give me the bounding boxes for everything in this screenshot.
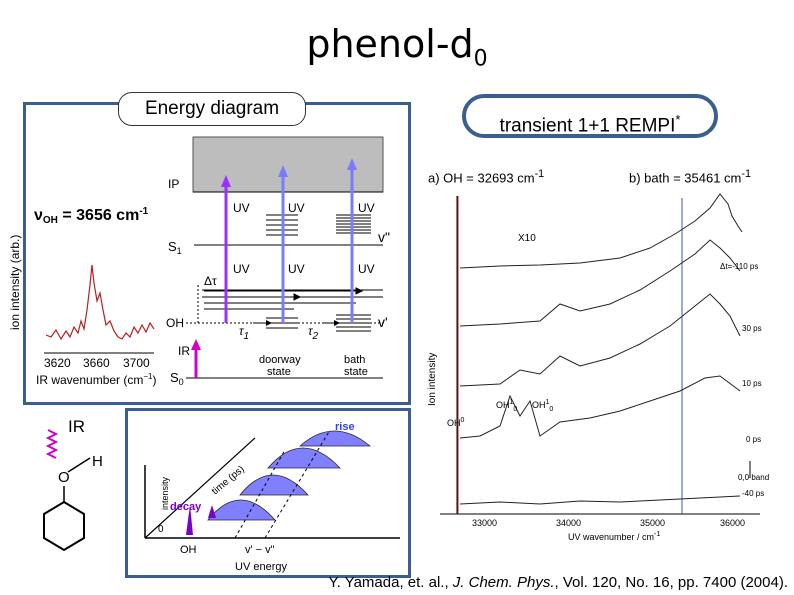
doorway-label-1: doorway bbox=[259, 354, 301, 366]
ir-tick-1: 3620 bbox=[44, 356, 71, 370]
label-b: b) bath = 35461 cm-1 bbox=[629, 168, 752, 186]
rise-label: rise bbox=[335, 421, 355, 433]
label-a: a) OH = 32693 cm-1 bbox=[428, 168, 545, 186]
delay-0: 0 ps bbox=[746, 435, 761, 444]
uv-label-5: UV bbox=[288, 262, 305, 276]
h-atom: H bbox=[92, 453, 103, 470]
xtick-33000: 33000 bbox=[472, 518, 497, 528]
o-atom: O bbox=[58, 469, 70, 486]
uv-label-3: UV bbox=[358, 201, 375, 215]
oh1b-label: OH10 bbox=[532, 399, 553, 413]
energy-diagram-label: Energy diagram bbox=[118, 92, 306, 126]
delay-m40: -40 ps bbox=[742, 489, 764, 498]
xtick-34000: 34000 bbox=[556, 518, 581, 528]
trace-0 bbox=[459, 375, 741, 439]
ir-ylabel: ion intensity (arb.) bbox=[8, 234, 22, 330]
ir-spectrum-trace bbox=[45, 264, 155, 341]
uv-label-1: UV bbox=[233, 201, 250, 215]
uv-label-4: UV bbox=[233, 262, 250, 276]
intensity-label: intensity bbox=[160, 476, 170, 510]
trace-30 bbox=[459, 239, 741, 327]
v-prime: v' bbox=[378, 314, 388, 330]
delay-10: 10 ps bbox=[742, 379, 762, 388]
vdiff-label: v' − v" bbox=[245, 544, 275, 556]
x10-label: X10 bbox=[518, 233, 536, 244]
delay-m110: Δt=-110 ps bbox=[720, 262, 758, 271]
decay-label: decay bbox=[170, 501, 202, 513]
ip-label: IP bbox=[168, 177, 179, 191]
v-double-prime: v" bbox=[378, 229, 390, 245]
oh1-label: OH10 bbox=[496, 399, 517, 413]
delta-tau-label: Δτ bbox=[204, 274, 217, 288]
band-00-label: 0,0 band bbox=[738, 473, 769, 482]
ir-tick-3: 3700 bbox=[123, 356, 150, 370]
rempi-label: transient 1+1 REMPI* bbox=[462, 94, 718, 138]
freq-label: νOH = 3656 cm-1 bbox=[34, 206, 149, 226]
time-axis-label: time (ps) bbox=[210, 464, 247, 497]
xtick-35000: 35000 bbox=[640, 518, 665, 528]
ir-wave-icon bbox=[45, 429, 59, 459]
schematic-frame bbox=[125, 408, 411, 578]
schem-ir-label: IR bbox=[68, 417, 85, 436]
rempi-ylabel: Ion intensity bbox=[427, 353, 438, 406]
trace-m40 bbox=[459, 495, 741, 505]
slide-title: phenol-d0 bbox=[306, 22, 488, 72]
zero-label: 0 bbox=[158, 524, 164, 535]
bath-label-1: bath bbox=[344, 354, 365, 366]
ir-arrow bbox=[191, 339, 201, 378]
rempi-xlabel: UV wavenumber / cm-1 bbox=[568, 531, 660, 542]
ir-label: IR bbox=[178, 344, 190, 358]
uv-energy-label: UV energy bbox=[235, 561, 287, 573]
energy-diagram: IP S1 OH S0 v" v' UV UV UV UV UV UV Δτ τ… bbox=[34, 136, 390, 387]
bath-label-2: state bbox=[344, 366, 368, 378]
uv-arrow-doorway bbox=[278, 165, 288, 323]
uv-label-2: UV bbox=[288, 201, 305, 215]
ir-xlabel: IR wavenumber (cm−1) bbox=[36, 372, 157, 387]
xtick-36000: 36000 bbox=[720, 518, 745, 528]
uv-arrow-bath bbox=[347, 158, 357, 323]
tau-2-label: τ2 bbox=[308, 324, 319, 342]
oh0-label: OH0 bbox=[447, 417, 465, 428]
citation: Y. Yamada, et. al., J. Chem. Phys., Vol.… bbox=[328, 574, 788, 591]
phenol-ring bbox=[43, 500, 85, 552]
oh-label: OH bbox=[166, 316, 184, 330]
delay-30: 30 ps bbox=[742, 324, 762, 333]
doorway-label-2: state bbox=[267, 366, 291, 378]
uv-label-6: UV bbox=[358, 262, 375, 276]
ir-tick-2: 3660 bbox=[83, 356, 110, 370]
s0-label: S0 bbox=[170, 370, 184, 387]
oh-axis-label: OH bbox=[180, 544, 197, 556]
trace-m110 bbox=[459, 193, 743, 269]
rempi-spectra: Ion intensity X10 Δt=-110 ps 30 ps 10 ps… bbox=[427, 193, 769, 542]
trace-10 bbox=[459, 293, 741, 387]
tau-1-label: τ1 bbox=[239, 324, 249, 342]
schematic: IR H O intensity 0 time (ps) rise decay … bbox=[43, 417, 400, 573]
s1-label: S1 bbox=[168, 239, 182, 256]
pump-arrow bbox=[221, 175, 231, 323]
